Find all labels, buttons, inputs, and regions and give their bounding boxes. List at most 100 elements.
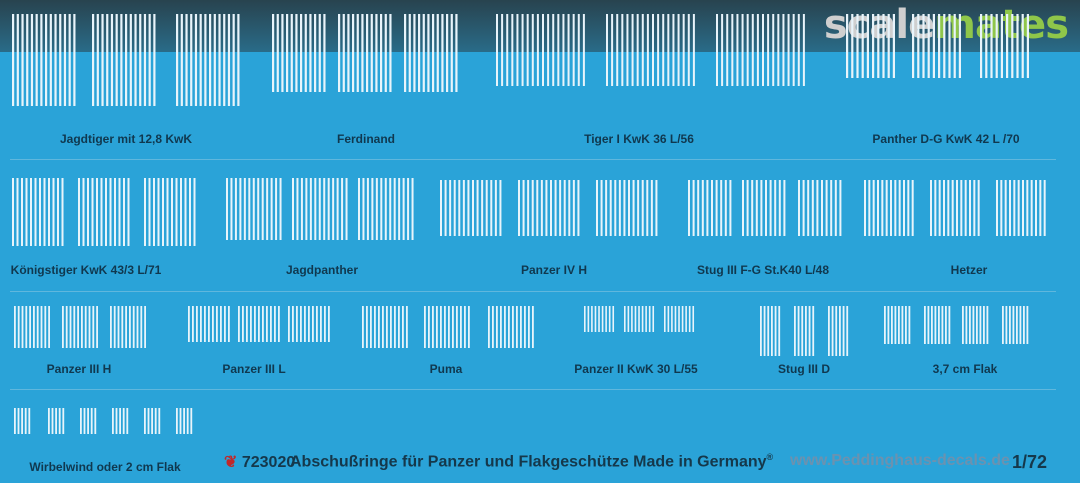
stripe (1026, 14, 1029, 78)
stripe (894, 180, 897, 236)
stripe (109, 178, 112, 246)
stripe (398, 178, 401, 240)
stripe (432, 14, 435, 92)
stripe (762, 14, 764, 86)
stripe (746, 180, 749, 236)
stripe (362, 178, 365, 240)
stripe (270, 178, 273, 240)
stripe (948, 14, 951, 78)
stripe (29, 306, 31, 348)
stripe-block (404, 14, 458, 92)
stripe (908, 306, 911, 344)
stripe (92, 14, 95, 106)
stripe (300, 14, 303, 92)
stripe (901, 306, 904, 344)
stripe (885, 180, 888, 236)
stripe (979, 306, 982, 344)
stripe (341, 178, 344, 240)
stripe (418, 14, 421, 92)
stripe (711, 180, 713, 236)
stripe (601, 306, 604, 332)
stripe (637, 180, 640, 236)
stripe (650, 180, 653, 236)
row-divider (10, 159, 1056, 160)
stripe (370, 306, 372, 348)
stripe (641, 14, 644, 86)
stripe-block (176, 408, 193, 434)
stripe (627, 306, 630, 332)
stripe (782, 14, 785, 86)
stripe (115, 408, 118, 434)
stripe (44, 306, 47, 348)
stripe (125, 306, 127, 348)
stripe (1016, 14, 1019, 78)
stripe (648, 306, 651, 332)
label-ferdinand: Ferdinand (336, 132, 396, 146)
stripe (345, 178, 348, 240)
stripe (1030, 180, 1033, 236)
stripe (1039, 180, 1042, 236)
stripe (927, 14, 930, 78)
stripe (427, 14, 430, 92)
stripe (547, 14, 550, 86)
stripe (204, 306, 206, 342)
stripe (84, 306, 87, 348)
stripe (472, 180, 474, 236)
stripe (623, 180, 626, 236)
stripe-block (238, 306, 280, 342)
stripe (55, 408, 57, 434)
stripe (82, 178, 85, 246)
stripe (449, 180, 452, 236)
stripe (424, 306, 426, 348)
label-jagdpanther: Jagdpanther (285, 263, 359, 277)
stripe (953, 14, 956, 78)
stripe (48, 178, 50, 246)
stripe (17, 408, 20, 434)
stripe (1021, 14, 1024, 78)
stripe (672, 14, 675, 86)
stripe (305, 178, 308, 240)
stripe (816, 180, 819, 236)
stripe (526, 14, 529, 86)
stripe (132, 306, 135, 348)
stripe (189, 178, 191, 246)
stripe (866, 14, 869, 78)
stripe (324, 306, 326, 342)
stripe (250, 306, 252, 342)
stripe (687, 14, 690, 86)
stripe-block (338, 14, 392, 92)
stripe (674, 306, 677, 332)
stripe (485, 180, 488, 236)
stripe (21, 408, 23, 434)
stripe (632, 180, 635, 236)
stripe (677, 14, 680, 86)
stripe (309, 14, 312, 92)
peddinghaus-logo-icon: ❦ (224, 454, 238, 471)
stripe (112, 408, 114, 434)
stripe (577, 180, 580, 236)
row-divider (10, 389, 1056, 390)
stripe (81, 306, 83, 348)
stripe (681, 306, 684, 332)
stripe (254, 306, 256, 342)
stripe (618, 180, 621, 236)
stripe (123, 178, 125, 246)
stripe-block (440, 180, 502, 236)
stripe (237, 14, 240, 106)
stripe (444, 306, 446, 348)
stripe (224, 306, 226, 342)
stripe (664, 306, 666, 332)
label-stug-iii-d: Stug III D (778, 362, 830, 376)
stripe (552, 14, 555, 86)
stripe-block (912, 14, 961, 78)
stripe (501, 14, 504, 86)
stripe (729, 180, 732, 236)
stripe (720, 180, 723, 236)
stripe (518, 180, 520, 236)
stripe (1017, 180, 1020, 236)
stripe-block (226, 178, 282, 240)
stripe (688, 180, 690, 236)
stripe-block (12, 14, 76, 106)
stripe (962, 306, 964, 344)
stripe-block (584, 306, 615, 332)
